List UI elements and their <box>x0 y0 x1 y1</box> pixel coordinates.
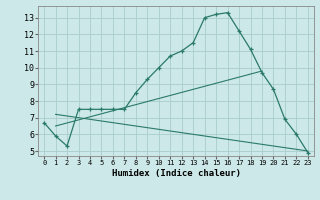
X-axis label: Humidex (Indice chaleur): Humidex (Indice chaleur) <box>111 169 241 178</box>
